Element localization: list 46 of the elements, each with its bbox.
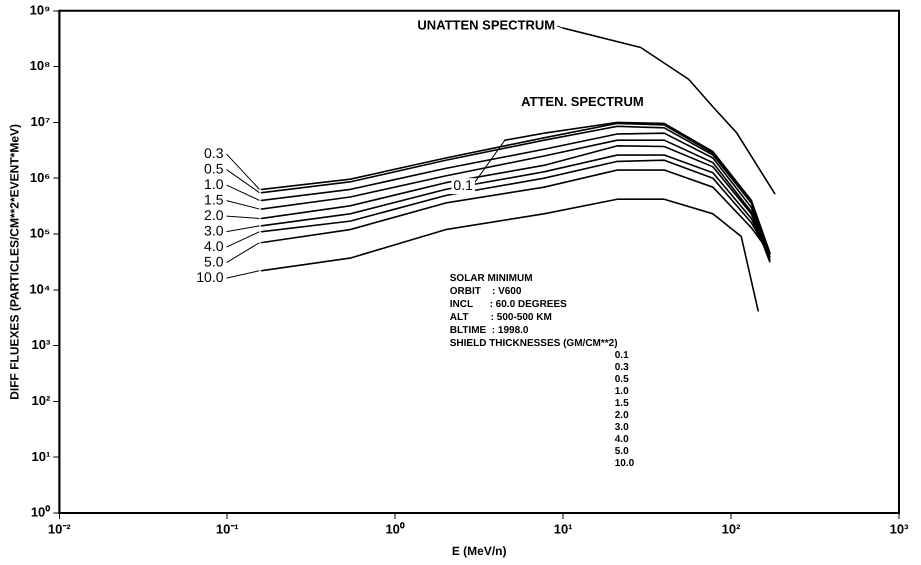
annotation: 1.0 (614, 386, 630, 398)
x-tick-label: 10³ (890, 521, 910, 536)
text: 5.0 (204, 253, 224, 270)
annotation: ALT : 500-500 KM (450, 310, 553, 324)
annotation: 0.3 (614, 362, 630, 374)
y-tick-label: 10⁹ (30, 2, 50, 18)
annotation: INCL : 60.0 DEGREES (450, 298, 568, 311)
legend-label: 2.0 (204, 206, 224, 223)
y-tick-label: 10⁶ (30, 170, 50, 185)
annotation: SHIELD THICKNESSES (GM/CM**2) (450, 336, 619, 350)
annotation: 0.1 (614, 350, 630, 362)
legend-label: 1.5 (204, 191, 224, 208)
x-tick-label: 10¹ (554, 521, 573, 536)
series-label: UNATTEN SPECTRUM (417, 18, 556, 33)
legend-label: 10.0 (196, 268, 224, 285)
y-tick-label: 10⁵ (30, 226, 50, 241)
annotation: SOLAR MINIMUM (450, 272, 534, 285)
x-tick-label: 10⁰ (385, 521, 405, 536)
legend-label: 3.0 (204, 222, 224, 238)
y-tick-label: 10¹ (31, 448, 50, 464)
y-axis-title: DIFF FLUEXES (PARTICLES/CM**2*EVENT*MeV) (8, 124, 22, 400)
annotation: 4.0 (614, 434, 630, 446)
text: 0.3 (204, 144, 224, 161)
y-tick-label: 10⁷ (30, 114, 50, 129)
x-tick-label: 10⁻² (48, 521, 72, 536)
y-tick-label: 10² (31, 392, 51, 408)
annotation: 2.0 (614, 410, 630, 422)
x-tick-label: 10² (722, 521, 742, 536)
annotation: ATTEN. SPECTRUM (521, 94, 644, 109)
annotation: 10.0 (614, 458, 634, 470)
y-tick-label: 10³ (31, 337, 51, 352)
annotation: ORBIT : V600 (450, 284, 522, 298)
text: 0.5 (204, 160, 224, 176)
y-tick-label: 10⁸ (30, 58, 50, 74)
annotation: 3.0 (614, 422, 630, 434)
text: 0.1 (453, 177, 474, 194)
annotation: 5.0 (614, 446, 630, 458)
x-axis-title: E (MeV/n) (452, 544, 506, 558)
annotation: 0.5 (614, 374, 630, 386)
y-tick-label: 10⁰ (30, 504, 50, 520)
x-tick-label: 10⁻¹ (216, 521, 239, 536)
legend-label: 1.0 (204, 176, 224, 192)
annotation: 1.5 (614, 398, 630, 410)
legend-label: 4.0 (204, 238, 224, 254)
annotation: BLTIME : 1998.0 (450, 324, 530, 337)
y-tick-label: 10⁴ (29, 281, 50, 296)
